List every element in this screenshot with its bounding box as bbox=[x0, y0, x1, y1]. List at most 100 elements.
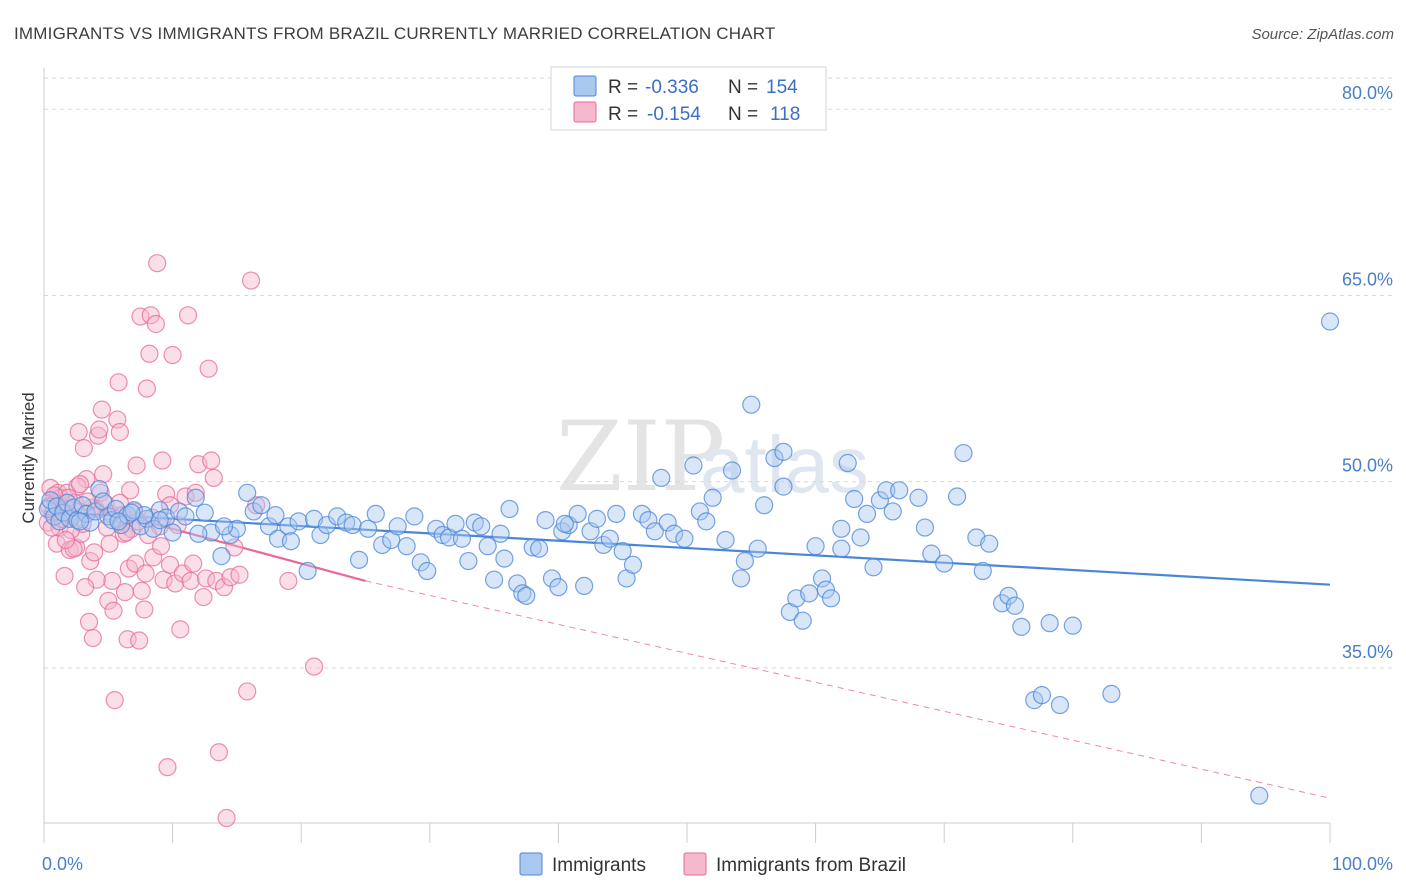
brazil-point-34 bbox=[104, 601, 123, 620]
brazil-point-22 bbox=[83, 628, 102, 648]
immigrants-point-84 bbox=[568, 504, 587, 524]
immigrants-point-77 bbox=[523, 538, 542, 557]
brazil-point-61 bbox=[158, 758, 177, 777]
y-tick-labels: 35.0% 50.0% 65.0% 80.0% bbox=[1342, 83, 1393, 662]
immigrants-point-87 bbox=[587, 509, 607, 528]
trend-line-immigrants bbox=[43, 510, 1331, 586]
immigrants-point-72 bbox=[495, 549, 514, 568]
immigrants-point-144 bbox=[1012, 617, 1031, 636]
immigrants-point-69 bbox=[478, 537, 497, 556]
brazil-point-21 bbox=[81, 551, 100, 571]
immigrants-point-105 bbox=[716, 530, 735, 550]
immigrants-point-123 bbox=[838, 453, 857, 473]
brazil-point-52 bbox=[140, 344, 159, 363]
y-tick-label-2: 65.0% bbox=[1342, 269, 1393, 289]
brazil-point-47 bbox=[130, 631, 149, 650]
legend-n-label-1: N = bbox=[728, 77, 758, 98]
immigrants-point-90 bbox=[607, 504, 626, 524]
immigrants-point-118 bbox=[806, 537, 825, 556]
immigrants-point-56 bbox=[388, 517, 407, 536]
immigrants-point-31 bbox=[195, 503, 214, 522]
brazil-point-109 bbox=[151, 537, 171, 556]
immigrants-point-147 bbox=[1040, 614, 1059, 633]
immigrants-point-52 bbox=[358, 519, 378, 538]
immigrants-point-44 bbox=[298, 561, 317, 581]
immigrants-point-73 bbox=[500, 499, 519, 519]
immigrants-point-71 bbox=[491, 524, 510, 543]
immigrants-point-36 bbox=[238, 483, 257, 502]
immigrants-point-108 bbox=[735, 551, 754, 571]
immigrants-point-158 bbox=[189, 524, 208, 543]
immigrants-point-120 bbox=[816, 580, 835, 599]
immigrants-point-50 bbox=[343, 515, 362, 535]
legend-r-value-2: -0.154 bbox=[647, 104, 701, 125]
brazil-point-71 bbox=[184, 554, 203, 573]
series-immigrants-points bbox=[38, 312, 1340, 805]
brazil-point-50 bbox=[135, 600, 154, 619]
legend-swatch-immigrants bbox=[573, 75, 597, 97]
brazil-point-70 bbox=[181, 571, 200, 591]
brazil-point-87 bbox=[241, 271, 261, 290]
immigrants-point-109 bbox=[742, 395, 761, 414]
y-tick-label-1: 50.0% bbox=[1342, 456, 1393, 476]
immigrants-point-113 bbox=[774, 477, 793, 496]
brazil-point-90 bbox=[304, 657, 324, 676]
brazil-point-64 bbox=[166, 574, 185, 593]
immigrants-point-89 bbox=[600, 529, 619, 548]
immigrants-point-95 bbox=[639, 511, 658, 530]
brazil-point-60 bbox=[157, 484, 176, 504]
immigrants-point-153 bbox=[774, 442, 793, 461]
immigrants-point-58 bbox=[405, 507, 424, 526]
bottom-legend-swatch-brazil bbox=[683, 852, 707, 876]
chart-source: Source: ZipAtlas.com bbox=[1251, 26, 1394, 43]
watermark-atlas: atlas bbox=[700, 420, 869, 509]
immigrants-point-97 bbox=[652, 468, 671, 488]
immigrants-point-152 bbox=[1320, 312, 1340, 331]
immigrants-point-100 bbox=[675, 529, 694, 548]
brazil-point-82 bbox=[217, 808, 236, 828]
immigrants-point-155 bbox=[555, 514, 574, 533]
immigrants-point-29 bbox=[176, 507, 195, 526]
immigrants-point-33 bbox=[212, 547, 231, 566]
legend-n-value-2: 118 bbox=[770, 104, 800, 125]
immigrants-point-122 bbox=[832, 539, 851, 558]
brazil-point-81 bbox=[214, 578, 234, 597]
watermark: ZIP atlas bbox=[556, 401, 869, 513]
immigrants-point-139 bbox=[973, 561, 992, 581]
immigrants-point-132 bbox=[909, 488, 928, 507]
immigrants-point-57 bbox=[397, 537, 416, 556]
chart-title: IMMIGRANTS VS IMMIGRANTS FROM BRAZIL CUR… bbox=[14, 24, 776, 43]
immigrants-point-103 bbox=[697, 512, 716, 531]
immigrants-point-135 bbox=[935, 554, 954, 573]
immigrants-point-91 bbox=[613, 542, 632, 561]
legend-r-label-2: R = bbox=[608, 104, 638, 125]
immigrants-point-48 bbox=[328, 507, 347, 526]
immigrants-point-125 bbox=[851, 528, 870, 547]
immigrants-point-128 bbox=[870, 491, 890, 510]
immigrants-point-54 bbox=[373, 535, 392, 555]
immigrants-point-30 bbox=[186, 488, 205, 507]
brazil-point-15 bbox=[69, 422, 88, 442]
y-axis-label: Currently Married bbox=[19, 392, 38, 523]
y-tick-label-3: 80.0% bbox=[1342, 83, 1393, 103]
brazil-point-112 bbox=[76, 578, 95, 597]
brazil-point-85 bbox=[230, 565, 249, 584]
immigrants-point-116 bbox=[793, 611, 812, 630]
immigrants-point-161 bbox=[122, 503, 141, 522]
series-brazil-points bbox=[38, 254, 324, 828]
bottom-legend-brazil: Immigrants from Brazil bbox=[716, 855, 906, 876]
immigrants-point-81 bbox=[549, 578, 568, 597]
immigrants-point-157 bbox=[214, 517, 234, 536]
immigrants-point-133 bbox=[915, 518, 935, 537]
brazil-point-46 bbox=[127, 456, 146, 475]
legend-frame bbox=[550, 66, 827, 131]
immigrants-point-79 bbox=[536, 511, 555, 530]
immigrants-point-76 bbox=[517, 586, 536, 605]
brazil-point-74 bbox=[194, 587, 213, 607]
brazil-point-37 bbox=[109, 373, 128, 392]
immigrants-point-41 bbox=[279, 517, 298, 536]
immigrants-point-154 bbox=[832, 519, 851, 538]
immigrants-point-101 bbox=[684, 456, 703, 475]
brazil-point-41 bbox=[115, 583, 135, 602]
immigrants-point-136 bbox=[947, 487, 967, 506]
